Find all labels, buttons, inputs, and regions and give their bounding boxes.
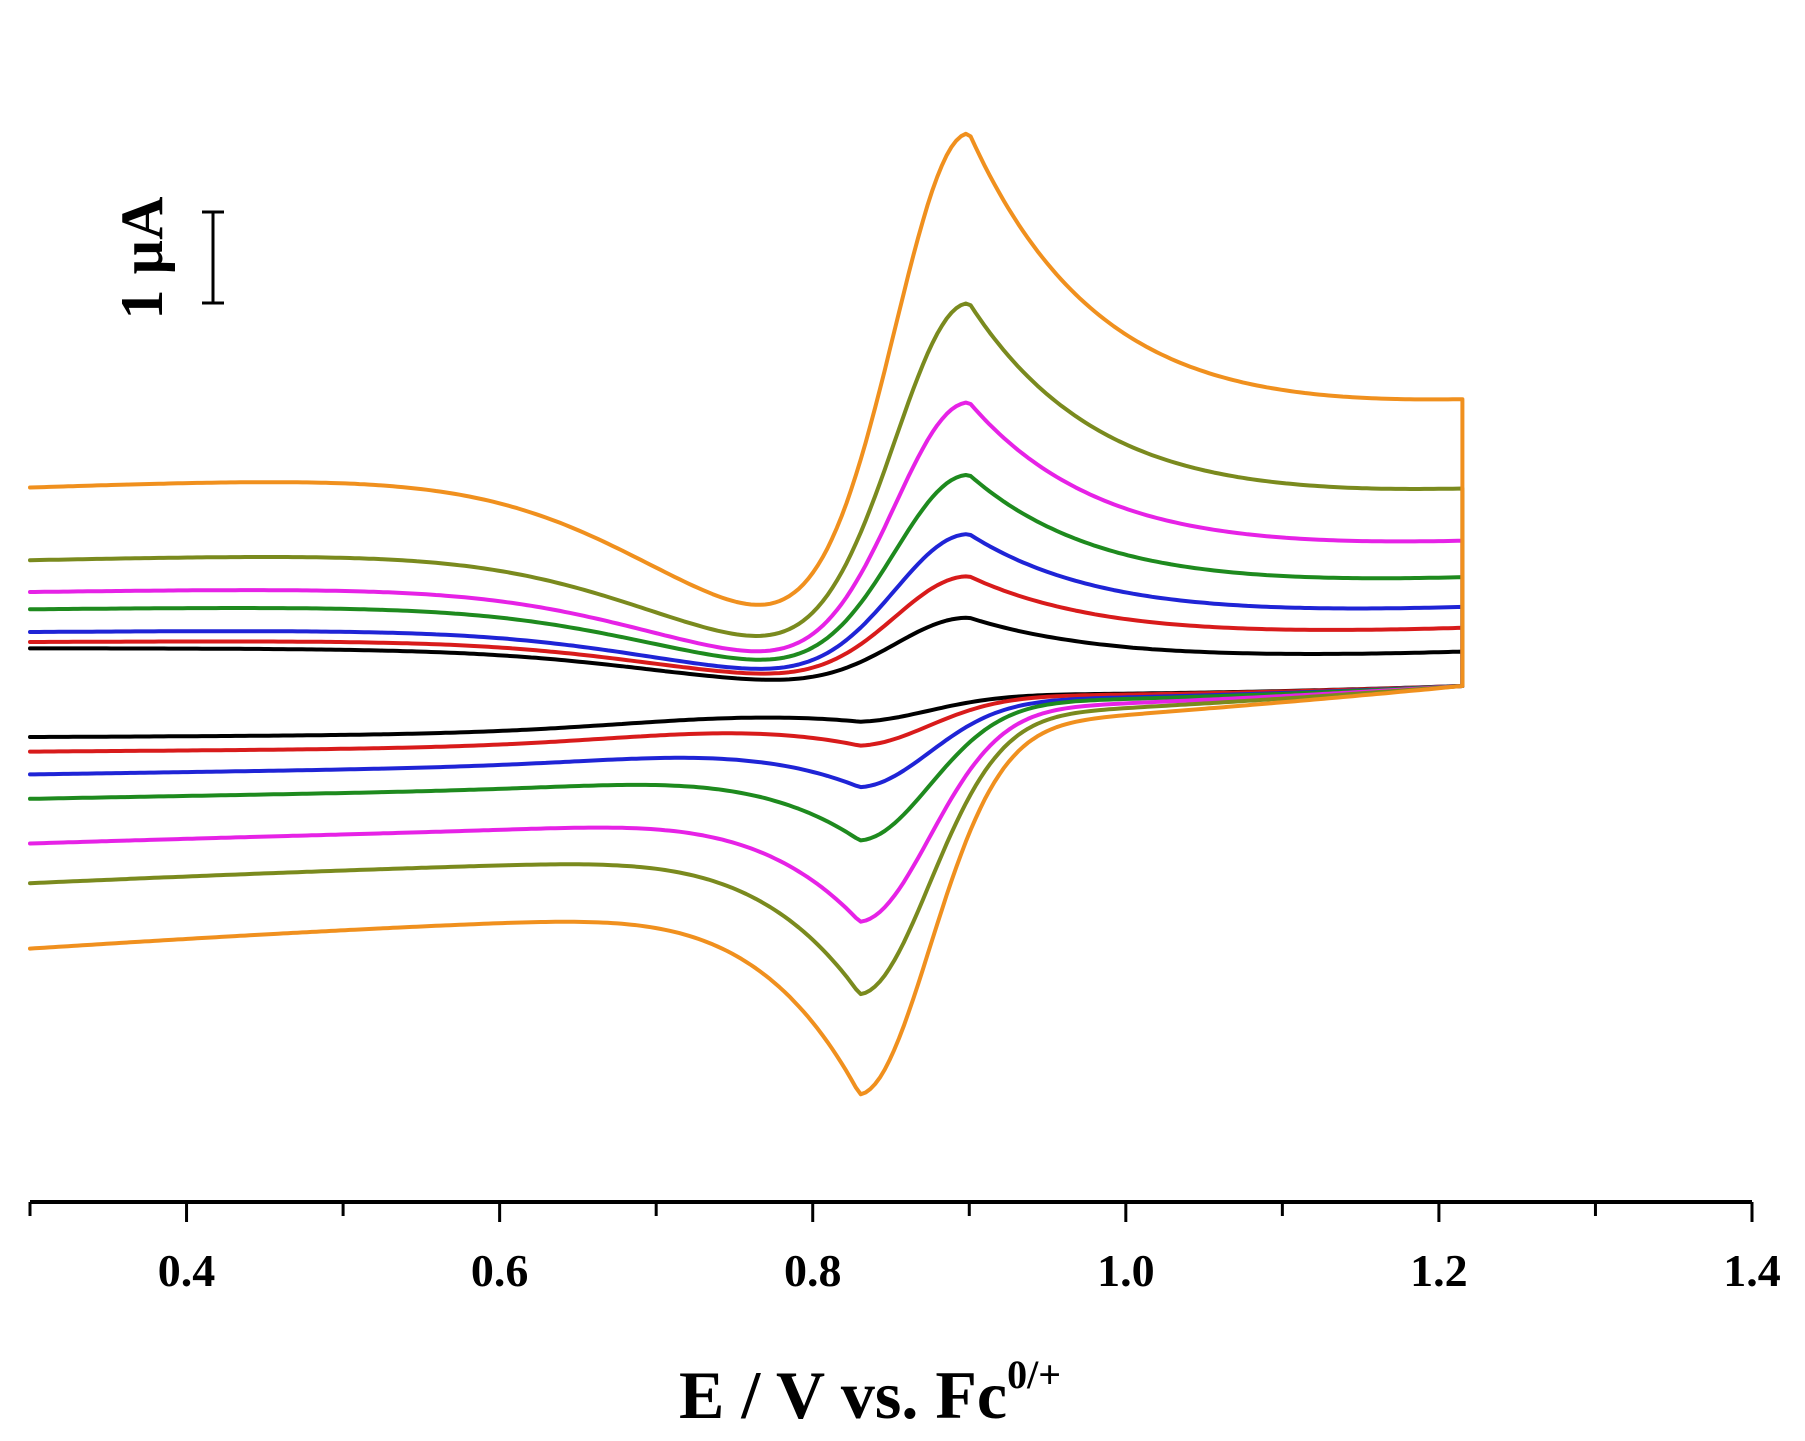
x-tick-label: 0.4 (158, 1245, 216, 1296)
x-tick-label: 0.8 (784, 1245, 842, 1296)
x-tick-label: 0.6 (471, 1245, 529, 1296)
x-axis-tick-labels: 0.4 0.6 0.8 1.0 1.2 1.4 (158, 1245, 1781, 1296)
x-axis-title-main: E / V vs. Fc (679, 1357, 1007, 1433)
x-axis-ticks (28, 1202, 1754, 1222)
cv-series-7 (28, 131, 1465, 1097)
x-tick-label: 1.0 (1097, 1245, 1155, 1296)
scale-bar-label: 1 µA (109, 197, 175, 320)
current-scale-bar: 1 µA (109, 197, 224, 320)
cv-series-4 (28, 473, 1465, 843)
x-axis-title: E / V vs. Fc0/+ (679, 1352, 1061, 1433)
x-tick-label: 1.2 (1410, 1245, 1468, 1296)
x-tick-label: 1.4 (1723, 1245, 1781, 1296)
voltammogram-curves (28, 131, 1465, 1097)
x-axis: 0.4 0.6 0.8 1.0 1.2 1.4 (28, 1200, 1781, 1296)
x-axis-title-superscript: 0/+ (1007, 1352, 1061, 1397)
